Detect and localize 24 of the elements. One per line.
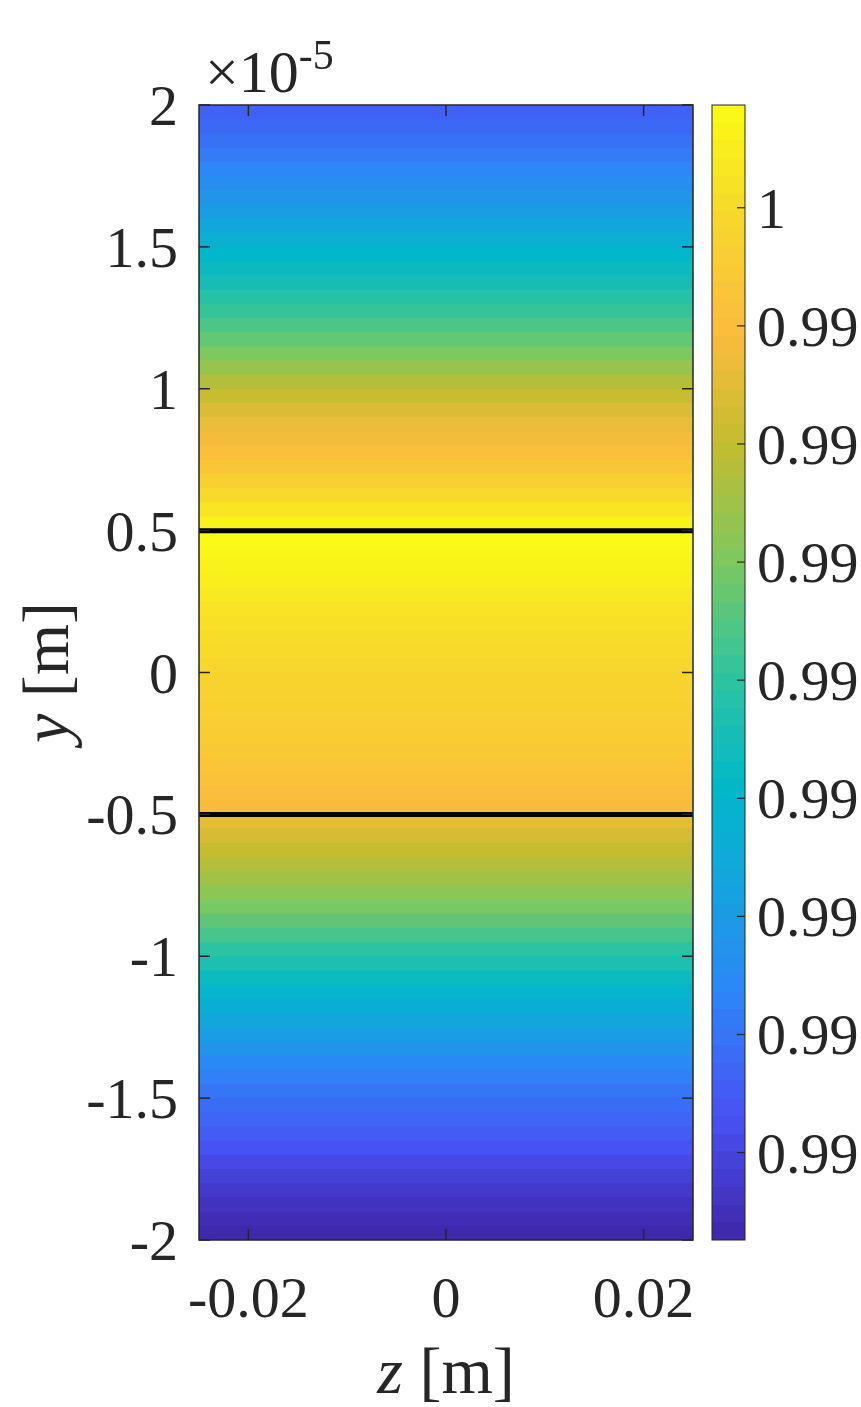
x-tick-label: 0.02 [592, 1265, 695, 1330]
y-tick-label: -2 [129, 1208, 178, 1273]
color-bar-label: 0.99 [757, 1002, 859, 1068]
color-bar-label: 0.99 [757, 293, 859, 359]
y-tick-label: -1.5 [86, 1066, 178, 1132]
x-tick-label: -0.02 [187, 1265, 309, 1330]
color-bar-label: 0.99 [757, 530, 859, 596]
text: ×10$^{-5}$ [205, 31, 334, 105]
y-tick-label: 2 [149, 73, 178, 138]
y-tick-label: 1.5 [105, 214, 178, 280]
x-tick-label: 0 [431, 1265, 461, 1330]
y-tick-label: 1 [149, 356, 178, 422]
y-tick-label: -1 [129, 924, 178, 990]
y-axis-title: y [m] [9, 601, 82, 750]
y-tick-label: 0 [149, 640, 178, 706]
color-bar-label: 1 [757, 175, 786, 241]
color-bar-label: 0.99 [757, 1120, 859, 1186]
color-bar-label: 0.99 [757, 884, 859, 950]
color-bar-label: 0.99 [757, 648, 859, 714]
y-tick-label: 0.5 [105, 498, 178, 564]
y-tick-label: -0.5 [86, 782, 178, 848]
color-bar-label: 0.99 [757, 411, 859, 477]
color-bar-label: 0.99 [757, 766, 859, 832]
x-axis-title: z [m] [376, 1334, 515, 1407]
